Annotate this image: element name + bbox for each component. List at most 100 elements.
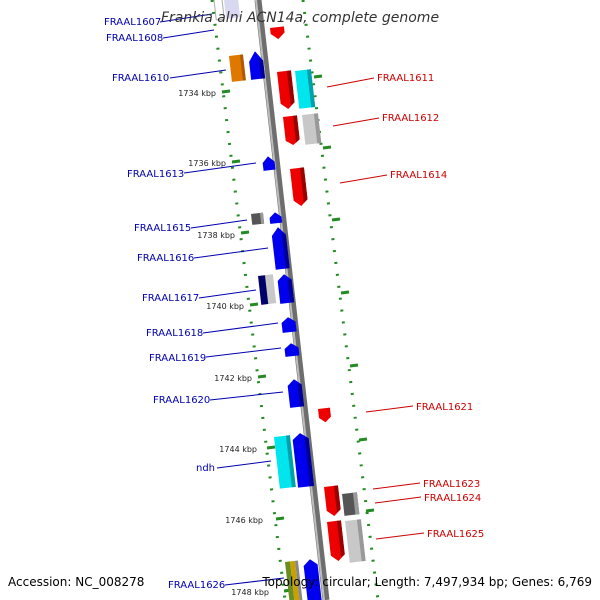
- gene-label[interactable]: FRAAL1625: [427, 529, 484, 540]
- gene-arrow[interactable]: [283, 115, 300, 146]
- gene-arrow[interactable]: [287, 378, 305, 408]
- gene-label[interactable]: FRAAL1617: [142, 293, 199, 304]
- leader-line: [162, 29, 215, 39]
- gene-label[interactable]: FRAAL1623: [423, 479, 480, 490]
- leader-lines-right: [326, 77, 425, 540]
- gene-block[interactable]: [285, 560, 303, 600]
- gene-arrow[interactable]: [271, 226, 290, 270]
- leader-line: [190, 219, 248, 229]
- scale-label: 1740 kbp: [206, 302, 244, 311]
- forward-strand-genes: [212, 0, 322, 600]
- gene-arrow[interactable]: [284, 342, 300, 357]
- gene-label[interactable]: FRAAL1608: [106, 33, 163, 44]
- tick-mark: [349, 363, 359, 368]
- leader-line: [209, 391, 284, 401]
- leader-line: [365, 405, 414, 413]
- tick-mark: [340, 290, 350, 295]
- gene-arrow[interactable]: [262, 156, 276, 171]
- gene-arrow[interactable]: [270, 26, 285, 40]
- scale-label: 1736 kbp: [188, 159, 226, 168]
- gene-label[interactable]: FRAAL1611: [377, 73, 434, 84]
- gene-label[interactable]: FRAAL1610: [112, 73, 169, 84]
- scale-ticks: [221, 74, 375, 593]
- gene-label[interactable]: FRAAL1616: [137, 253, 194, 264]
- topology-text: Topology: circular; Length: 7,497,934 bp…: [261, 575, 592, 589]
- gene-arrow[interactable]: [327, 520, 345, 561]
- scale-label: 1746 kbp: [225, 516, 263, 525]
- gene-arrow[interactable]: [277, 70, 295, 109]
- gene-block[interactable]: [229, 54, 246, 82]
- leader-line: [202, 322, 279, 334]
- scale-labels: 1734 kbp 1736 kbp 1738 kbp 1740 kbp 1742…: [178, 89, 269, 597]
- gene-block[interactable]: [250, 212, 265, 225]
- scale-label: 1734 kbp: [178, 89, 216, 98]
- tick-mark: [257, 374, 267, 379]
- gene-arrow[interactable]: [281, 316, 297, 333]
- tick-mark: [322, 145, 332, 150]
- leader-line: [375, 532, 425, 540]
- gene-block[interactable]: [342, 492, 360, 516]
- tick-mark: [266, 445, 276, 450]
- gene-label[interactable]: FRAAL1612: [382, 113, 439, 124]
- scale-label: 1744 kbp: [219, 445, 257, 454]
- gene-arrow[interactable]: [324, 485, 341, 517]
- scale-label: 1738 kbp: [197, 231, 235, 240]
- leader-line: [372, 482, 421, 490]
- leader-line: [326, 77, 375, 88]
- genome-title: Frankia alni ACN14a, complete genome: [161, 10, 439, 26]
- tick-mark: [275, 516, 285, 521]
- leader-line: [193, 247, 269, 259]
- tick-mark: [231, 159, 241, 164]
- gene-block[interactable]: [212, 0, 241, 21]
- leader-line: [205, 347, 282, 358]
- gene-block[interactable]: [345, 519, 366, 563]
- gene-block[interactable]: [302, 113, 322, 145]
- tick-mark: [249, 302, 259, 307]
- leader-line: [374, 496, 422, 504]
- scale-label: 1748 kbp: [231, 588, 269, 597]
- gene-label[interactable]: FRAAL1615: [134, 223, 191, 234]
- gene-label[interactable]: FRAAL1613: [127, 169, 184, 180]
- leader-line: [169, 69, 227, 79]
- gene-label[interactable]: FRAAL1607: [104, 17, 161, 28]
- tick-mark: [313, 74, 323, 79]
- gene-label[interactable]: FRAAL1614: [390, 170, 447, 181]
- gene-label[interactable]: ndh: [196, 463, 215, 474]
- gene-arrow[interactable]: [290, 167, 308, 206]
- gene-arrow[interactable]: [318, 407, 332, 423]
- leader-line: [224, 577, 285, 586]
- leader-line: [332, 117, 380, 127]
- leader-line: [339, 174, 388, 184]
- gene-label[interactable]: FRAAL1619: [149, 353, 206, 364]
- reverse-gene-labels: FRAAL1611 FRAAL1612 FRAAL1614 FRAAL1621 …: [377, 73, 484, 540]
- accession-text: Accession: NC_008278: [8, 575, 144, 589]
- gene-label[interactable]: FRAAL1620: [153, 395, 210, 406]
- gene-label[interactable]: FRAAL1624: [424, 493, 481, 504]
- gene-label[interactable]: FRAAL1618: [146, 328, 203, 339]
- tick-mark: [240, 230, 250, 235]
- gene-label[interactable]: FRAAL1626: [168, 580, 225, 591]
- gene-arrow[interactable]: [269, 212, 283, 224]
- tick-mark: [358, 437, 368, 442]
- leader-line: [159, 13, 213, 23]
- gene-arrow[interactable]: [248, 50, 266, 80]
- gene-block[interactable]: [274, 435, 296, 489]
- gene-arrow[interactable]: [303, 558, 322, 600]
- gene-block[interactable]: [295, 69, 316, 109]
- tick-mark: [221, 89, 231, 94]
- gene-label[interactable]: FRAAL1621: [416, 402, 473, 413]
- tick-mark: [331, 217, 341, 222]
- leader-line: [216, 460, 272, 469]
- leader-line: [198, 289, 257, 299]
- gene-arrow[interactable]: [292, 432, 315, 488]
- tick-mark: [365, 508, 375, 513]
- scale-label: 1742 kbp: [214, 374, 252, 383]
- leader-line: [183, 162, 257, 174]
- leader-lines-left: [159, 13, 285, 586]
- gene-block[interactable]: [258, 274, 277, 305]
- reverse-strand-genes: [270, 26, 366, 563]
- forward-gene-labels: FRAAL1607 FRAAL1608 FRAAL1610 FRAAL1613 …: [104, 17, 225, 591]
- gene-arrow[interactable]: [277, 273, 295, 304]
